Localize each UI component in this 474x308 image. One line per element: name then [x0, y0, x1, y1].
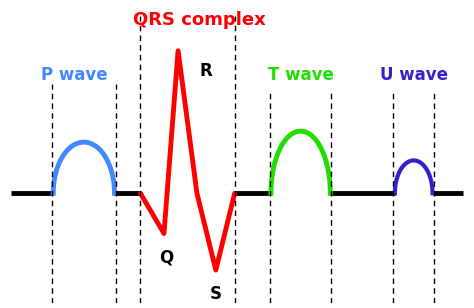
- Text: S: S: [210, 285, 222, 303]
- Text: U wave: U wave: [380, 66, 448, 84]
- Text: Q: Q: [159, 248, 173, 266]
- Text: QRS complex: QRS complex: [133, 10, 266, 29]
- Text: P wave: P wave: [41, 66, 108, 84]
- Text: R: R: [199, 62, 212, 80]
- Text: T wave: T wave: [268, 66, 334, 84]
